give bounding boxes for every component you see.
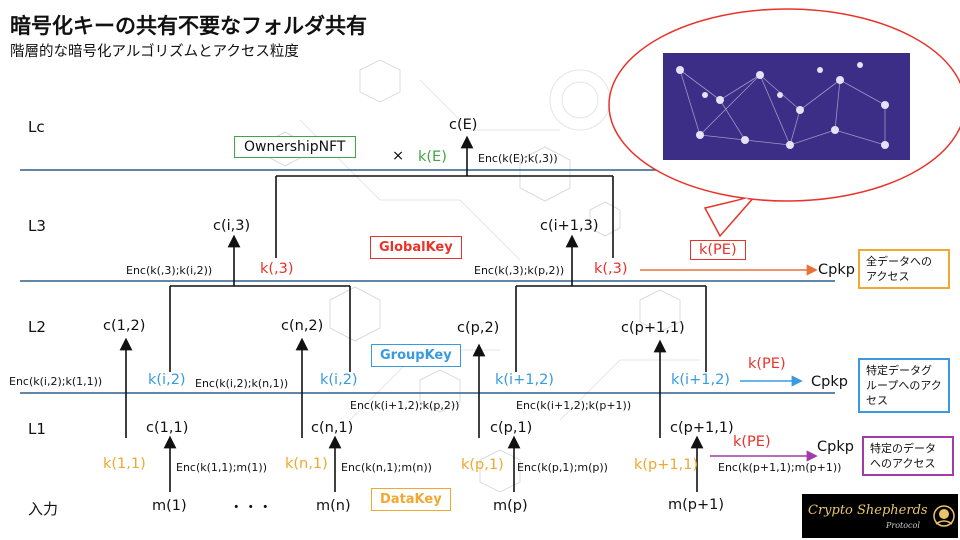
data-key-label: DataKey (371, 488, 451, 511)
decorative-hexagons (269, 59, 681, 493)
enc-ki12-kp2: Enc(k(i+1,2);k(p,2)) (350, 399, 460, 412)
key-ki2a: k(i,2) (148, 372, 186, 388)
node-cp11: c(p+1,1) (670, 420, 734, 436)
enc-ki2-kn1: Enc(k(i,2);k(n,1)) (195, 377, 289, 390)
enc-kE-k3: Enc(k(E);k(,3)) (478, 152, 558, 165)
key-kPE-l2: k(PE) (748, 356, 786, 372)
key-ki2b: k(i,2) (320, 372, 358, 388)
shepherd-emblem-icon (933, 505, 955, 527)
page-subtitle: 階層的な暗号化アルゴリズムとアクセス粒度 (10, 44, 299, 60)
access-data-box: 特定のデータへのアクセス (862, 436, 954, 476)
node-cp12: c(p+1,1) (621, 320, 685, 336)
level-l2: L2 (28, 318, 46, 336)
access-group-box: 特定データグループへのアクセス (858, 358, 950, 413)
cpkp-all: Cpkp (818, 262, 855, 278)
level-l3: L3 (28, 217, 46, 235)
input-m1: m(1) (152, 498, 187, 514)
tree-lines (119, 135, 707, 492)
key-kp1: k(p,1) (461, 457, 504, 473)
input-mn: m(n) (316, 498, 351, 514)
node-cE: c(E) (449, 117, 478, 133)
node-c12: c(1,2) (103, 318, 146, 334)
node-cn2: c(n,2) (281, 318, 324, 334)
cpkp-group: Cpkp (811, 374, 848, 390)
key-k3b: k(,3) (594, 261, 628, 277)
global-key-label: GlobalKey (370, 236, 462, 259)
key-kp11: k(p+1,1) (634, 457, 699, 473)
key-kPE-l3: k(PE) (690, 240, 746, 260)
key-kPE-l1: k(PE) (733, 434, 771, 450)
key-kn1: k(n,1) (285, 456, 328, 472)
node-ci13: c(i+1,3) (540, 218, 599, 234)
access-all-box: 全データへのアクセス (858, 249, 950, 289)
node-cp2: c(p,2) (457, 320, 500, 336)
brand-name: Crypto Shepherds (808, 503, 928, 518)
network-bubble (608, 8, 960, 238)
node-cp1: c(p,1) (490, 420, 533, 436)
cpkp-data: Cpkp (817, 439, 854, 455)
crypto-shepherds-logo: Crypto Shepherds Protocol (802, 494, 958, 538)
brand-sub: Protocol (886, 521, 920, 530)
group-key-label: GroupKey (371, 344, 461, 367)
enc-ki2-k11: Enc(k(i,2);k(1,1)) (9, 375, 103, 388)
input-mp: m(p) (493, 498, 528, 514)
node-ci3: c(i,3) (213, 218, 251, 234)
level-l1: L1 (28, 420, 46, 438)
enc-kn1-mn: Enc(k(n,1);m(n)) (341, 461, 432, 474)
node-c11: c(1,1) (146, 420, 189, 436)
key-kE: k(E) (418, 149, 447, 165)
enc-k3-ki2: Enc(k(,3);k(i,2)) (126, 264, 213, 277)
page-title: 暗号化キーの共有不要なフォルダ共有 (10, 14, 367, 38)
enc-k3-kp2: Enc(k(,3);k(p,2)) (474, 264, 565, 277)
level-input: 入力 (28, 500, 59, 518)
key-ki12a: k(i+1,2) (495, 372, 554, 388)
enc-kp11-mp1: Enc(k(p+1,1);m(p+1)) (718, 461, 842, 474)
input-mp1: m(p+1) (668, 497, 725, 513)
network-graph-icon (663, 53, 910, 160)
enc-kp1-mp: Enc(k(p,1);m(p)) (517, 461, 608, 474)
enc-k11-m1: Enc(k(1,1);m(1)) (176, 461, 268, 474)
key-k11: k(1,1) (103, 456, 146, 472)
enc-ki12-kp1: Enc(k(i+1,2);k(p+1)) (516, 399, 632, 412)
node-cn1: c(n,1) (311, 420, 354, 436)
key-k3a: k(,3) (260, 261, 294, 277)
input-dots: ・・・ (229, 500, 273, 516)
ownership-nft-label: OwnershipNFT (234, 136, 356, 158)
level-lc: Lc (28, 118, 45, 136)
times-sign: × (392, 148, 405, 164)
key-ki12b: k(i+1,2) (671, 372, 730, 388)
